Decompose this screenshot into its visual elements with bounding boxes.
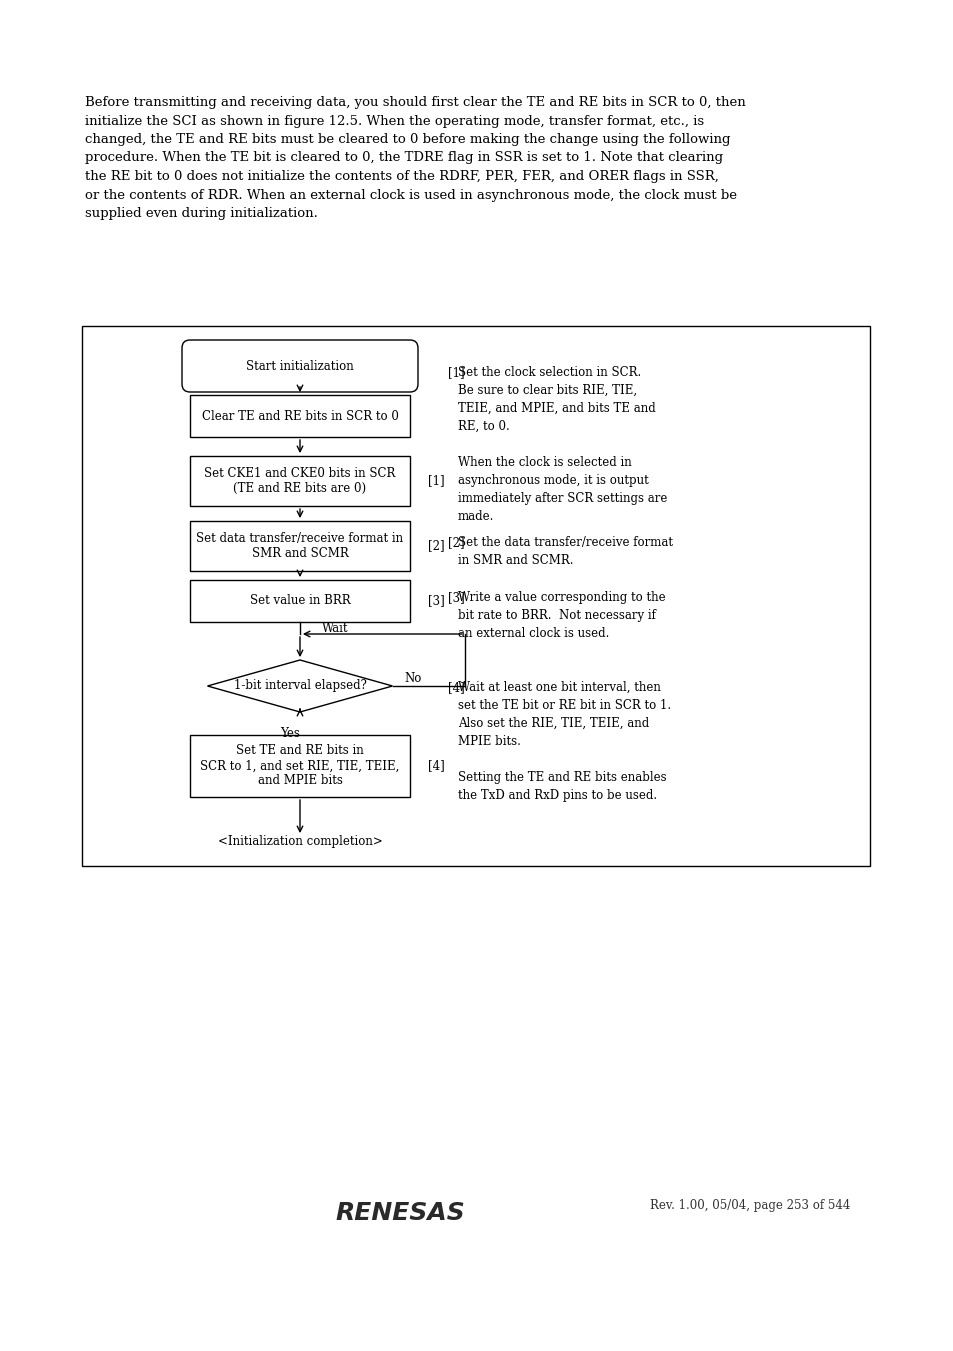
Text: [1]: [1] (428, 474, 444, 488)
Text: Clear TE and RE bits in SCR to 0: Clear TE and RE bits in SCR to 0 (201, 409, 398, 423)
Text: Start initialization: Start initialization (246, 359, 354, 373)
Text: Set CKE1 and CKE0 bits in SCR
(TE and RE bits are 0): Set CKE1 and CKE0 bits in SCR (TE and RE… (204, 467, 395, 494)
FancyBboxPatch shape (182, 340, 417, 392)
Text: [2]: [2] (428, 539, 444, 553)
Text: Set the clock selection in SCR.
Be sure to clear bits RIE, TIE,
TEIE, and MPIE, : Set the clock selection in SCR. Be sure … (457, 366, 667, 523)
Text: Wait at least one bit interval, then
set the TE bit or RE bit in SCR to 1.
Also : Wait at least one bit interval, then set… (457, 681, 670, 802)
Bar (190, 457, 410, 507)
Bar (190, 394, 410, 436)
Text: 1-bit interval elapsed?: 1-bit interval elapsed? (233, 680, 366, 693)
Text: Wait: Wait (321, 623, 348, 635)
Text: Rev. 1.00, 05/04, page 253 of 544: Rev. 1.00, 05/04, page 253 of 544 (649, 1200, 849, 1212)
Text: [4]: [4] (448, 681, 464, 694)
Text: [4]: [4] (428, 759, 444, 773)
Text: No: No (404, 671, 421, 685)
Bar (190, 580, 410, 621)
Bar (190, 735, 410, 797)
Text: [3]: [3] (448, 590, 464, 604)
Text: Set data transfer/receive format in
SMR and SCMR: Set data transfer/receive format in SMR … (196, 532, 403, 561)
Text: Write a value corresponding to the
bit rate to BRR.  Not necessary if
an externa: Write a value corresponding to the bit r… (457, 590, 665, 640)
Text: Set the data transfer/receive format
in SMR and SCMR.: Set the data transfer/receive format in … (457, 536, 672, 567)
Text: Before transmitting and receiving data, you should first clear the TE and RE bit: Before transmitting and receiving data, … (85, 96, 745, 220)
Text: Yes: Yes (280, 727, 299, 740)
Text: [3]: [3] (428, 594, 444, 608)
Polygon shape (208, 661, 392, 712)
Bar (190, 521, 410, 571)
Text: RENESAS: RENESAS (335, 1201, 464, 1225)
FancyBboxPatch shape (82, 326, 869, 866)
Text: [1]: [1] (448, 366, 464, 380)
Text: [2]: [2] (448, 536, 464, 549)
Text: Set value in BRR: Set value in BRR (250, 594, 350, 608)
Text: <Initialization completion>: <Initialization completion> (217, 835, 382, 847)
Text: Set TE and RE bits in
SCR to 1, and set RIE, TIE, TEIE,
and MPIE bits: Set TE and RE bits in SCR to 1, and set … (200, 744, 399, 788)
